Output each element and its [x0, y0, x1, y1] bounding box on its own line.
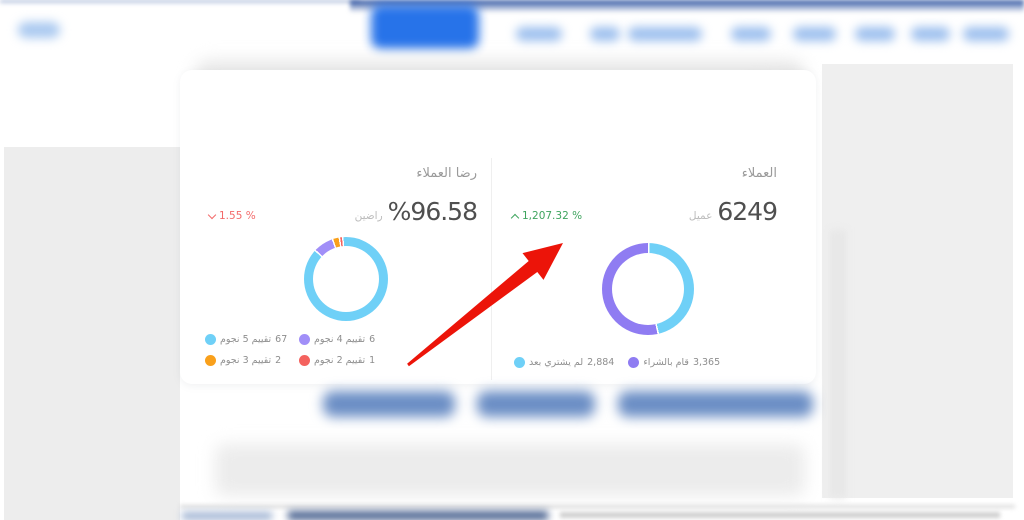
top-gradient-bar	[350, 0, 1024, 13]
legend-value: 2,884	[587, 357, 615, 368]
stats-card	[180, 70, 816, 384]
customers-delta: 1,207.32 %	[510, 210, 583, 222]
blurred-heading-word	[618, 391, 813, 417]
customers-value: 6249 عميل	[688, 197, 778, 226]
legend-item: تقييم 3 نجوم 2	[205, 355, 299, 366]
customers-value-label: عميل	[688, 210, 713, 222]
blurred-heading-word	[477, 391, 595, 417]
legend-dot-purchased	[628, 357, 640, 368]
legend-value: 1	[369, 355, 376, 366]
legend-label: قام بالشراء	[643, 357, 689, 368]
customers-legend: لم يشتري بعد 2,884 قام بالشراء 3,365	[514, 357, 720, 368]
satisfaction-value: %96.58 راضين	[354, 197, 478, 226]
annotation-arrow-shape	[407, 243, 563, 367]
blurred-section-line	[180, 505, 1015, 508]
legend-dot-not-purchased	[514, 357, 525, 368]
annotation-arrow	[407, 243, 563, 367]
nav-item-blurred[interactable]	[590, 27, 620, 41]
left-background-panel	[4, 147, 180, 520]
right-background-panel	[822, 64, 1013, 498]
legend-dot-2-stars	[299, 355, 310, 366]
legend-label: تقييم 2 نجوم	[314, 355, 366, 366]
legend-label: تقييم 3 نجوم	[220, 355, 272, 366]
legend-item: تقييم 4 نجوم 6	[299, 334, 399, 345]
customers-donut-chart	[602, 243, 694, 335]
legend-dot-4-stars	[299, 334, 310, 345]
donut-hole	[612, 253, 684, 325]
legend-label: تقييم 4 نجوم	[314, 334, 366, 345]
panel-divider	[491, 158, 492, 380]
customers-title: العملاء	[741, 166, 777, 181]
legend-dot-3-stars	[205, 355, 216, 366]
nav-item-blurred[interactable]	[911, 27, 950, 41]
blurred-section-block	[560, 512, 1000, 518]
customers-delta-value: 1,207.32 %	[522, 210, 583, 222]
blurred-section-block	[288, 511, 548, 520]
arrow-down-icon	[207, 210, 217, 220]
nav-item-blurred[interactable]	[793, 27, 836, 41]
legend-label: تقييم 5 نجوم	[220, 334, 272, 345]
legend-item: تقييم 5 نجوم 67	[205, 334, 299, 345]
legend-value: 3,365	[692, 357, 721, 368]
legend-dot-5-stars	[205, 334, 216, 345]
blurred-paragraph	[215, 444, 805, 496]
blurred-section-block	[182, 512, 272, 520]
nav-item-blurred[interactable]	[731, 27, 771, 41]
nav-item-blurred[interactable]	[516, 27, 562, 41]
top-gradient-bar-left	[0, 0, 360, 4]
satisfaction-value-label: راضين	[354, 210, 383, 222]
right-panel-inner-strip	[830, 230, 846, 498]
donut-hole	[313, 246, 379, 312]
legend-label: لم يشتري بعد	[529, 357, 584, 368]
legend-item: قام بالشراء 3,365	[628, 357, 720, 368]
legend-value: 2	[275, 355, 282, 366]
browser-control-blurred	[18, 22, 60, 38]
legend-value: 67	[275, 334, 288, 345]
legend-value: 6	[369, 334, 376, 345]
arrow-up-icon	[510, 213, 520, 222]
blurred-heading-word	[323, 391, 455, 417]
nav-item-blurred[interactable]	[628, 27, 702, 41]
legend-item: لم يشتري بعد 2,884	[514, 357, 614, 368]
satisfaction-legend: تقييم 5 نجوم 67 تقييم 4 نجوم 6 تقييم 3 ن…	[205, 334, 399, 366]
satisfaction-title: رضا العملاء	[416, 166, 477, 181]
satisfaction-delta-value: 1.55 %	[219, 210, 256, 222]
satisfaction-delta: 1.55 %	[207, 210, 256, 222]
active-nav-tab-blurred[interactable]	[371, 5, 479, 49]
legend-item: تقييم 2 نجوم 1	[299, 355, 399, 366]
satisfaction-value-number: %96.58	[387, 197, 478, 226]
customers-value-number: 6249	[717, 197, 778, 226]
nav-item-blurred[interactable]	[963, 27, 1009, 41]
nav-item-blurred[interactable]	[855, 27, 895, 41]
satisfaction-donut-chart	[304, 237, 388, 321]
